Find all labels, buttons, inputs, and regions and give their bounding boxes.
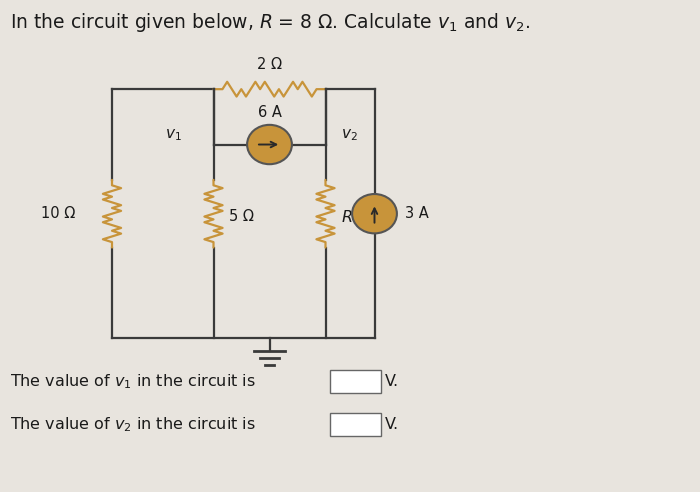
Circle shape bbox=[247, 125, 292, 164]
Text: 10 Ω: 10 Ω bbox=[41, 206, 76, 221]
Text: $R$: $R$ bbox=[341, 209, 353, 225]
Text: V.: V. bbox=[385, 417, 399, 432]
Text: 2 Ω: 2 Ω bbox=[257, 57, 282, 72]
Text: The value of $v_1$ in the circuit is: The value of $v_1$ in the circuit is bbox=[10, 372, 256, 391]
FancyBboxPatch shape bbox=[330, 369, 381, 393]
Text: The value of $v_2$ in the circuit is: The value of $v_2$ in the circuit is bbox=[10, 415, 256, 434]
Circle shape bbox=[352, 194, 397, 233]
Text: 3 A: 3 A bbox=[405, 206, 429, 221]
Text: $v_1$: $v_1$ bbox=[165, 127, 182, 143]
Text: 5 Ω: 5 Ω bbox=[229, 209, 254, 224]
Text: 6 A: 6 A bbox=[258, 105, 281, 120]
Text: In the circuit given below, $R$ = 8 Ω. Calculate $v_1$ and $v_2$.: In the circuit given below, $R$ = 8 Ω. C… bbox=[10, 11, 531, 34]
Text: V.: V. bbox=[385, 374, 399, 389]
Text: $v_2$: $v_2$ bbox=[341, 127, 358, 143]
FancyBboxPatch shape bbox=[330, 413, 381, 436]
